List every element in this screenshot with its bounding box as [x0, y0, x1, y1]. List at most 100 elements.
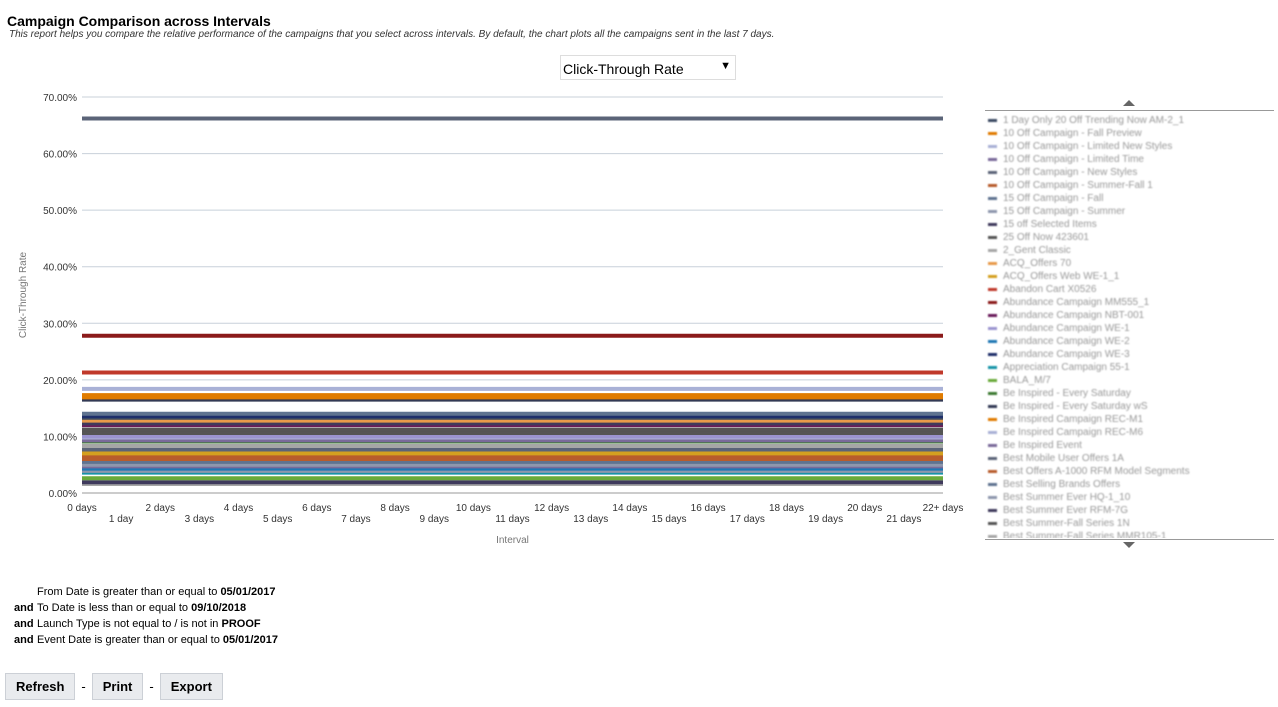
- separator: -: [149, 679, 154, 694]
- filter-conjunction: and: [14, 618, 34, 630]
- filter-text: From Date is greater than or equal to: [37, 586, 221, 598]
- legend-item[interactable]: Best Summer Ever HQ-1_10: [985, 491, 1215, 504]
- legend-label: 15 off Selected Items: [1003, 219, 1097, 230]
- legend-swatch: [988, 482, 997, 486]
- legend-label: Be Inspired - Every Saturday: [1003, 388, 1131, 399]
- legend-swatch: [988, 508, 997, 512]
- legend-item[interactable]: 10 Off Campaign - New Styles: [985, 166, 1215, 179]
- legend-item[interactable]: Abundance Campaign MM555_1: [985, 296, 1215, 309]
- legend-label: Best Mobile User Offers 1A: [1003, 453, 1124, 464]
- legend-item[interactable]: 15 Off Campaign - Fall: [985, 192, 1215, 205]
- legend-item[interactable]: Best Summer Ever RFM-7G: [985, 504, 1215, 517]
- legend-item[interactable]: 15 Off Campaign - Summer: [985, 205, 1215, 218]
- legend-item[interactable]: Best Summer-Fall Series 1N: [985, 517, 1215, 530]
- x-tick-label: 9 days: [419, 514, 448, 525]
- filter-row: and Event Date is greater than or equal t…: [14, 632, 278, 648]
- legend-label: BALA_M/7: [1003, 375, 1051, 386]
- legend-item[interactable]: Be Inspired - Every Saturday: [985, 387, 1215, 400]
- legend-swatch: [988, 443, 997, 447]
- x-tick-label: 14 days: [612, 503, 647, 514]
- x-tick-label: 8 days: [380, 503, 409, 514]
- legend-item[interactable]: BALA_M/7: [985, 374, 1215, 387]
- legend-item[interactable]: Be Inspired Event: [985, 439, 1215, 452]
- filter-conjunction: and: [14, 634, 34, 646]
- legend-item[interactable]: Best Summer-Fall Series MMR105-1: [985, 530, 1215, 538]
- scroll-down-icon[interactable]: [1123, 542, 1135, 548]
- filter-text: Launch Type is not equal to / is not in: [37, 618, 222, 630]
- legend-item[interactable]: Abundance Campaign WE-3: [985, 348, 1215, 361]
- filter-value: 09/10/2018: [191, 602, 247, 614]
- legend-item[interactable]: Abundance Campaign WE-1: [985, 322, 1215, 335]
- legend-swatch: [988, 365, 997, 369]
- legend-label: Abundance Campaign NBT-001: [1003, 310, 1145, 321]
- x-tick-label: 3 days: [185, 514, 214, 525]
- x-tick-label: 22+ days: [923, 503, 964, 514]
- legend-item[interactable]: Best Selling Brands Offers: [985, 478, 1215, 491]
- legend-swatch: [988, 222, 997, 226]
- legend-label: Be Inspired Campaign REC-M1: [1003, 414, 1144, 425]
- filter-value: 05/01/2017: [220, 586, 276, 598]
- scroll-up-icon[interactable]: [1123, 100, 1135, 106]
- legend-swatch: [988, 313, 997, 317]
- y-tick-label: 20.00%: [43, 376, 77, 387]
- legend-swatch: [988, 287, 997, 291]
- y-tick-label: 30.00%: [43, 319, 77, 330]
- legend-swatch: [988, 235, 997, 239]
- legend-item[interactable]: Best Mobile User Offers 1A: [985, 452, 1215, 465]
- refresh-button[interactable]: Refresh: [5, 673, 76, 700]
- legend-label: Best Summer-Fall Series 1N: [1003, 518, 1130, 529]
- legend-label: 10 Off Campaign - Summer-Fall 1: [1003, 180, 1153, 191]
- legend-swatch: [988, 352, 997, 356]
- legend-item[interactable]: 2_Gent Classic: [985, 244, 1215, 257]
- legend-item[interactable]: Be Inspired Campaign REC-M1: [985, 413, 1215, 426]
- legend-item[interactable]: 25 Off Now 423601: [985, 231, 1215, 244]
- legend-item[interactable]: ACQ_Offers Web WE-1_1: [985, 270, 1215, 283]
- legend-swatch: [988, 157, 997, 161]
- x-tick-label: 15 days: [652, 514, 687, 525]
- x-tick-label: 12 days: [534, 503, 569, 514]
- legend-item[interactable]: Appreciation Campaign 55-1: [985, 361, 1215, 374]
- legend-swatch: [988, 196, 997, 200]
- legend-swatch: [988, 274, 997, 278]
- legend-swatch: [988, 391, 997, 395]
- page-description: This report helps you compare the relati…: [9, 29, 775, 40]
- legend-item[interactable]: Abandon Cart X0526: [985, 283, 1215, 296]
- legend-label: ACQ_Offers 70: [1003, 258, 1072, 269]
- legend-swatch: [988, 469, 997, 473]
- print-button[interactable]: Print: [91, 673, 144, 700]
- filter-row: and To Date is less than or equal to 09/1…: [14, 600, 278, 616]
- legend-label: Best Offers A-1000 RFM Model Segments: [1003, 466, 1190, 477]
- legend-item[interactable]: 10 Off Campaign - Limited New Styles: [985, 140, 1215, 153]
- x-tick-label: 11 days: [495, 514, 529, 525]
- filter-conjunction: and: [14, 602, 34, 614]
- x-tick-label: 19 days: [808, 514, 843, 525]
- filter-row: and Launch Type is not equal to / is not …: [14, 616, 278, 632]
- legend-item[interactable]: Abundance Campaign WE-2: [985, 335, 1215, 348]
- legend-item[interactable]: 10 Off Campaign - Limited Time: [985, 153, 1215, 166]
- export-button[interactable]: Export: [159, 673, 223, 700]
- legend-label: 10 Off Campaign - Fall Preview: [1003, 128, 1142, 139]
- page-title: Campaign Comparison across Intervals: [7, 13, 271, 29]
- legend-swatch: [988, 534, 997, 538]
- x-tick-label: 10 days: [456, 503, 491, 514]
- legend-list: 1 Day Only 20 Off Trending Now AM-2_1 10 …: [985, 114, 1215, 538]
- metric-select[interactable]: Click-Through Rate ▼: [560, 55, 736, 80]
- legend-item[interactable]: 10 Off Campaign - Fall Preview: [985, 127, 1215, 140]
- legend-swatch: [988, 261, 997, 265]
- legend-swatch: [988, 209, 997, 213]
- legend-item[interactable]: Be Inspired - Every Saturday wS: [985, 400, 1215, 413]
- legend-item[interactable]: Best Offers A-1000 RFM Model Segments: [985, 465, 1215, 478]
- legend-swatch: [988, 300, 997, 304]
- legend-item[interactable]: ACQ_Offers 70: [985, 257, 1215, 270]
- legend-label: Be Inspired - Every Saturday wS: [1003, 401, 1148, 412]
- legend-label: 2_Gent Classic: [1003, 245, 1071, 256]
- legend-item[interactable]: 1 Day Only 20 Off Trending Now AM-2_1: [985, 114, 1215, 127]
- legend-item[interactable]: Be Inspired Campaign REC-M6: [985, 426, 1215, 439]
- legend-item[interactable]: Abundance Campaign NBT-001: [985, 309, 1215, 322]
- separator: -: [81, 679, 86, 694]
- filter-row: From Date is greater than or equal to 05…: [14, 584, 278, 600]
- legend-item[interactable]: 10 Off Campaign - Summer-Fall 1: [985, 179, 1215, 192]
- legend-item[interactable]: 15 off Selected Items: [985, 218, 1215, 231]
- x-tick-label: 20 days: [847, 503, 882, 514]
- x-tick-label: 16 days: [691, 503, 726, 514]
